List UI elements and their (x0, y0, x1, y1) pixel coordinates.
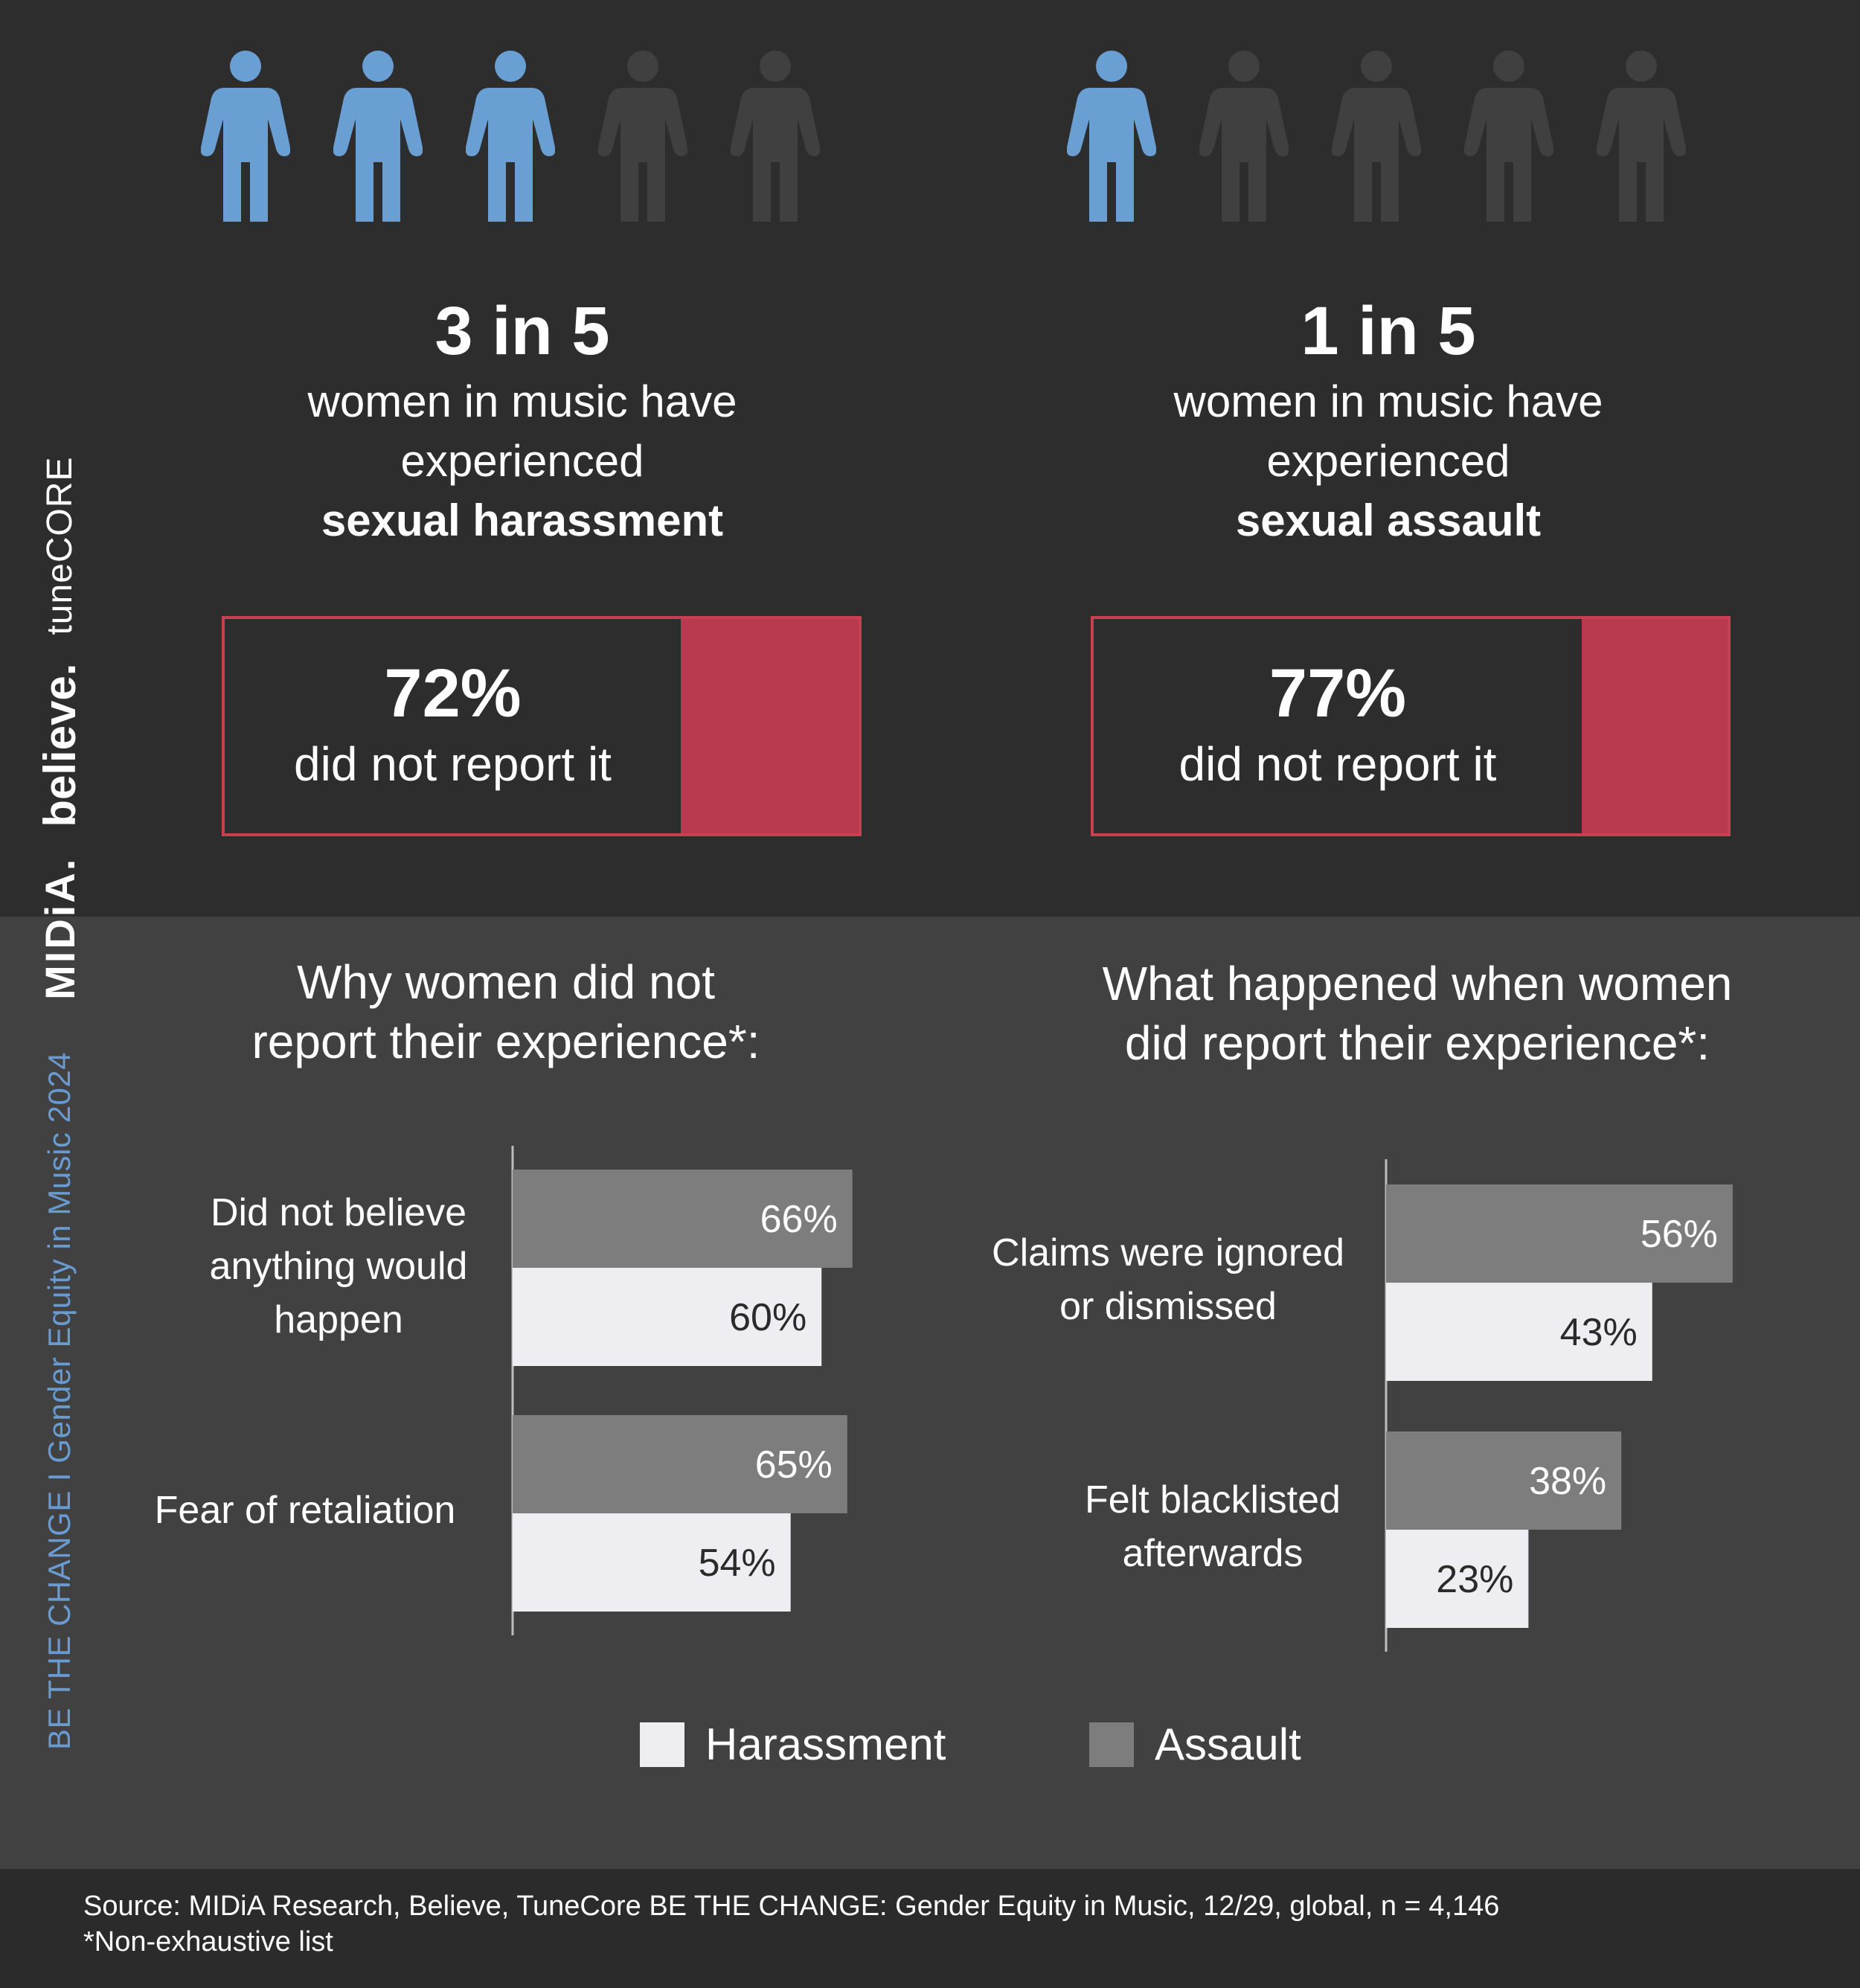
assault-person-icon-5 (1597, 51, 1686, 222)
left-bar-label-assault-2: 65% (755, 1443, 833, 1487)
assault-report-text: 77% did not report it (1094, 619, 1582, 833)
left-category-1-line2: anything would (209, 1245, 468, 1288)
right-category-1-line2: or dismissed (1059, 1285, 1277, 1328)
harassment-person-icon-3 (466, 51, 555, 222)
left-category-1-label: Did not believe anything would happen (164, 1186, 513, 1347)
assault-person-icon-2 (1199, 51, 1289, 222)
harassment-person-icon-5 (731, 51, 820, 222)
assault-line2: experienced (1266, 436, 1510, 486)
left-bar-harassment-2 (513, 1513, 791, 1612)
assault-person-icon-4 (1464, 51, 1553, 222)
harassment-line3: sexual harassment (321, 496, 724, 545)
right-bar-label-harassment-1: 43% (1560, 1311, 1638, 1354)
left-bar-label-harassment-1: 60% (729, 1296, 806, 1339)
harassment-line1: women in music have (307, 376, 737, 426)
left-bar-harassment-1 (513, 1268, 822, 1366)
left-chart-title: Why women did not report their experienc… (149, 952, 863, 1071)
assault-report-fill (1582, 619, 1728, 833)
left-category-1-line3: happen (274, 1298, 403, 1341)
left-bar-assault-2 (513, 1415, 847, 1513)
left-bar-assault-1 (513, 1170, 853, 1268)
charts-panel (0, 917, 1860, 1869)
right-category-2-line2: afterwards (1122, 1532, 1303, 1575)
harassment-report-fill (681, 619, 859, 833)
harassment-person-icon-1 (201, 51, 290, 222)
right-bar-harassment-1 (1386, 1283, 1652, 1381)
left-bar-label-assault-1: 66% (760, 1198, 838, 1241)
assault-person-icon-1 (1067, 51, 1156, 222)
right-bar-assault-1 (1386, 1184, 1733, 1283)
left-chart-title-line1: Why women did not (296, 955, 716, 1009)
harassment-stat: 3 in 5 women in music have experienced s… (187, 290, 857, 551)
assault-headline: 1 in 5 (1301, 293, 1476, 369)
left-category-2-label: Fear of retaliation (119, 1484, 491, 1537)
right-bar-label-assault-2: 38% (1529, 1460, 1606, 1503)
legend-assault-label: Assault (1155, 1719, 1301, 1769)
source-note: Source: MIDiA Research, Believe, TuneCor… (83, 1888, 1499, 1960)
right-category-2-label: Felt blacklisted afterwards (1042, 1473, 1384, 1580)
harassment-swatch (640, 1722, 684, 1767)
left-category-2-line1: Fear of retaliation (154, 1489, 456, 1532)
assault-stat: 1 in 5 women in music have experienced s… (1054, 290, 1723, 551)
harassment-report-box: 72% did not report it (222, 616, 862, 836)
legend-harassment-label: Harassment (705, 1719, 946, 1769)
right-chart-title-line1: What happened when women (1102, 957, 1733, 1010)
harassment-figure-row (201, 51, 863, 222)
assault-line3: sexual assault (1235, 496, 1542, 545)
left-category-1-line1: Did not believe (211, 1191, 466, 1234)
footnote-text: *Non-exhaustive list (83, 1926, 333, 1957)
source-text: Source: MIDiA Research, Believe, TuneCor… (83, 1891, 1500, 1922)
harassment-person-icon-2 (333, 51, 423, 222)
assault-report-label: did not report it (1178, 737, 1497, 791)
assault-person-icon-3 (1332, 51, 1421, 222)
right-chart-title-line2: did report their experience*: (1124, 1016, 1710, 1070)
right-category-1-label: Claims were ignored or dismissed (967, 1226, 1369, 1333)
assault-report-box: 77% did not report it (1091, 616, 1731, 836)
right-category-1-line1: Claims were ignored (992, 1231, 1344, 1274)
right-chart-title: What happened when women did report thei… (1060, 954, 1774, 1073)
assault-line1: women in music have (1173, 376, 1603, 426)
right-bar-label-harassment-2: 23% (1436, 1558, 1513, 1601)
right-bar-assault-2 (1386, 1431, 1622, 1530)
left-chart-title-line2: report their experience*: (251, 1015, 760, 1068)
left-bar-label-harassment-2: 54% (699, 1542, 776, 1585)
harassment-report-label: did not report it (294, 737, 612, 791)
right-category-2-line1: Felt blacklisted (1085, 1478, 1341, 1522)
legend-assault: Assault (1089, 1719, 1301, 1770)
assault-figure-row (1067, 51, 1729, 222)
harassment-person-icon-4 (598, 51, 687, 222)
assault-swatch (1089, 1722, 1134, 1767)
harassment-headline: 3 in 5 (434, 293, 610, 369)
footer-panel (0, 1869, 1860, 1988)
harassment-report-text: 72% did not report it (225, 619, 681, 833)
harassment-line2: experienced (400, 436, 644, 486)
harassment-report-pct: 72% (384, 655, 522, 731)
assault-report-pct: 77% (1269, 655, 1407, 731)
right-bar-label-assault-1: 56% (1641, 1213, 1718, 1256)
right-bar-harassment-2 (1386, 1530, 1529, 1628)
legend-harassment: Harassment (640, 1719, 946, 1770)
